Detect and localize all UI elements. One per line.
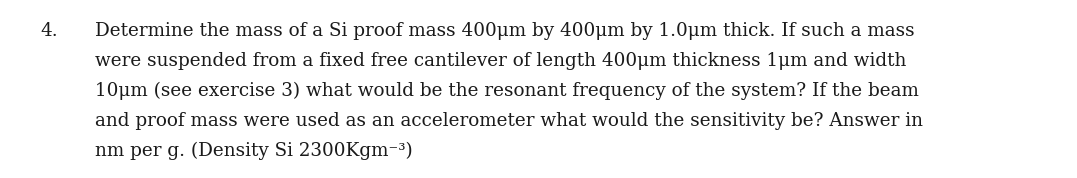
Text: 10μm (see exercise 3) what would be the resonant frequency of the system? If the: 10μm (see exercise 3) what would be the … <box>95 82 919 100</box>
Text: and proof mass were used as an accelerometer what would the sensitivity be? Answ: and proof mass were used as an accelerom… <box>95 112 923 130</box>
Text: were suspended from a fixed free cantilever of length 400μm thickness 1μm and wi: were suspended from a fixed free cantile… <box>95 52 907 70</box>
Text: 4.: 4. <box>40 22 58 40</box>
Text: Determine the mass of a Si proof mass 400μm by 400μm by 1.0μm thick. If such a m: Determine the mass of a Si proof mass 40… <box>95 22 914 40</box>
Text: nm per g. (Density Si 2300Kgm⁻³): nm per g. (Density Si 2300Kgm⁻³) <box>95 142 412 160</box>
